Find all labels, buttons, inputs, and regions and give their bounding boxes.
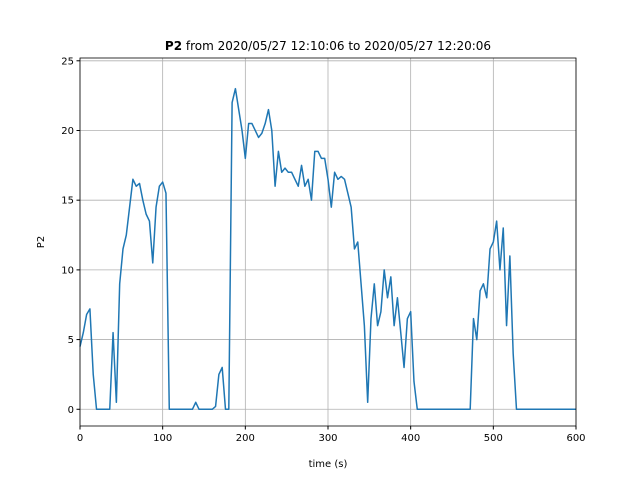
y-tick-label: 25 — [61, 56, 74, 67]
x-tick-label: 400 — [401, 433, 420, 444]
plot-frame — [79, 57, 577, 427]
x-tick-label: 600 — [566, 433, 585, 444]
title-bold: P2 — [165, 39, 182, 53]
y-tick-label: 15 — [61, 196, 74, 207]
chart-title: P2 from 2020/05/27 12:10:06 to 2020/05/2… — [165, 39, 491, 53]
x-tick-label: 500 — [484, 433, 503, 444]
x-tick-label: 300 — [318, 433, 337, 444]
data-line — [79, 87, 576, 411]
y-tick-label: 20 — [61, 126, 74, 137]
y-tick-label: 0 — [68, 405, 74, 416]
x-axis-label: time (s) — [309, 459, 348, 470]
x-tick-label: 0 — [77, 433, 83, 444]
y-axis-label: P2 — [36, 236, 47, 248]
x-tick-label: 100 — [153, 433, 172, 444]
y-tick-label: 5 — [68, 335, 74, 346]
y-tick-label: 10 — [61, 265, 74, 276]
x-tick-label: 200 — [236, 433, 255, 444]
title-rest: from 2020/05/27 12:10:06 to 2020/05/27 1… — [186, 39, 491, 53]
